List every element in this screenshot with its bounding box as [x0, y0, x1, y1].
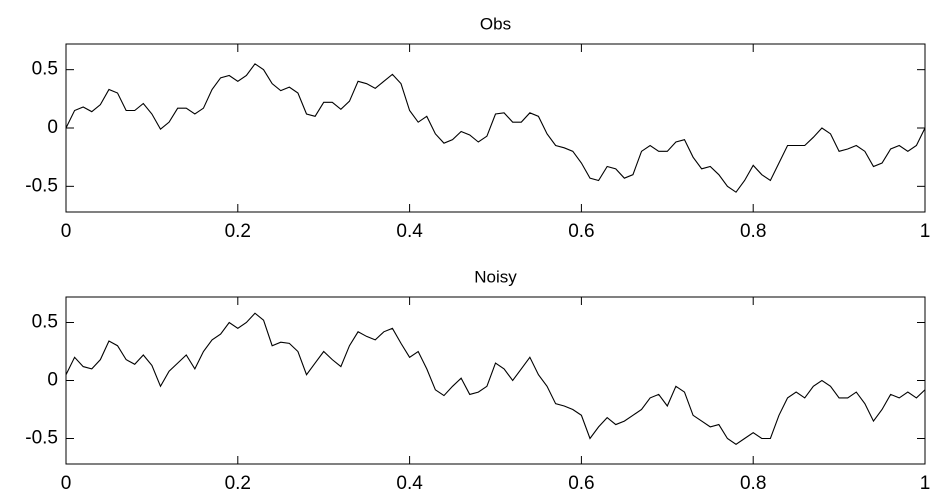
- axes-box: [65, 43, 926, 213]
- y-tick-label: 0: [47, 117, 58, 138]
- y-tick-label: -0.5: [25, 428, 58, 449]
- chart-title: Noisy: [474, 267, 517, 286]
- chart-title: Obs: [480, 14, 511, 33]
- x-tick-label: 0: [61, 221, 72, 242]
- y-tick-label: 0.5: [32, 59, 58, 80]
- data-line: [65, 63, 926, 193]
- x-tick-label: 0.6: [568, 221, 594, 242]
- x-tick-label: 1: [920, 221, 931, 242]
- x-tick-label: 0.6: [568, 473, 594, 494]
- x-tick-label: 1: [920, 473, 931, 494]
- x-tick-label: 0.2: [225, 221, 251, 242]
- x-tick-label: 0.8: [740, 473, 766, 494]
- y-tick-label: -0.5: [25, 175, 58, 196]
- y-tick-label: 0.5: [32, 312, 58, 333]
- x-tick-label: 0.2: [225, 473, 251, 494]
- axes-box: [65, 296, 926, 465]
- data-line: [65, 312, 926, 445]
- y-tick-label: 0: [47, 370, 58, 391]
- x-tick-label: 0.4: [396, 473, 423, 494]
- x-tick-label: 0.4: [396, 221, 423, 242]
- x-tick-label: 0.8: [740, 221, 766, 242]
- x-tick-label: 0: [61, 473, 72, 494]
